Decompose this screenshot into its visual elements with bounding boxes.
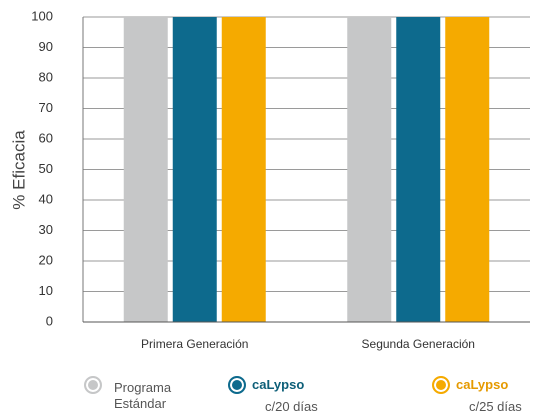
legend-swatch	[228, 376, 246, 394]
y-tick-label: 40	[39, 191, 53, 206]
y-tick-label: 30	[39, 222, 53, 237]
legend-item: caLypso	[432, 376, 508, 394]
y-tick-label: 100	[31, 8, 53, 23]
legend-label: caLypso	[252, 377, 305, 392]
y-tick-label: 10	[39, 283, 53, 298]
legend-item: Programa Estándar	[84, 376, 178, 412]
y-tick-label: 50	[39, 161, 53, 176]
y-axis-label: % Eficacia	[9, 130, 28, 210]
x-tick-label: Primera Generación	[141, 337, 248, 351]
y-tick-label: 20	[39, 252, 53, 267]
legend-item: caLypso	[228, 376, 304, 394]
y-tick-label: 60	[39, 130, 53, 145]
legend-label: Programa Estándar	[114, 380, 172, 411]
y-tick-label: 80	[39, 69, 53, 84]
bar	[445, 17, 490, 322]
y-tick-label: 90	[39, 39, 53, 54]
x-tick-label: Segunda Generación	[362, 337, 475, 351]
y-tick-label: 0	[46, 313, 53, 328]
legend-sublabel: c/20 días	[265, 399, 318, 414]
legend-swatch	[84, 376, 102, 394]
y-tick-label: 70	[39, 100, 53, 115]
legend-label: caLypso	[456, 377, 509, 392]
bar	[347, 17, 392, 322]
bar	[172, 17, 217, 322]
bar	[123, 17, 168, 322]
legend-sublabel: c/25 días	[469, 399, 522, 414]
bar	[221, 17, 266, 322]
legend-swatch	[432, 376, 450, 394]
bar	[396, 17, 441, 322]
